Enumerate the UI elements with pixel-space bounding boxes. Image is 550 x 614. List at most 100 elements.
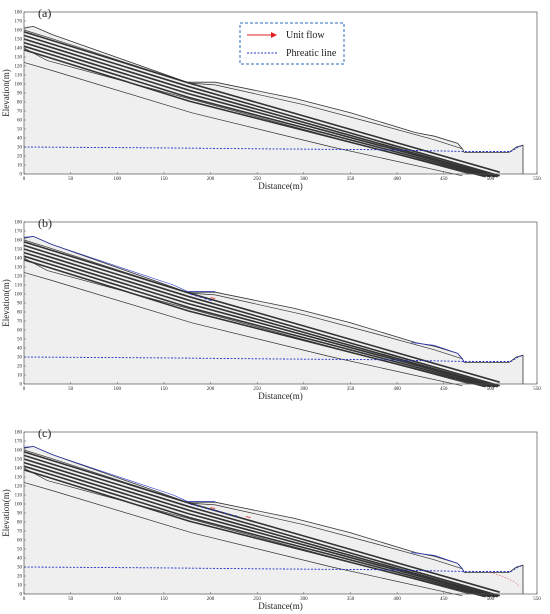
- y-tick-label: 70: [17, 110, 23, 115]
- y-tick-label: 80: [17, 101, 23, 106]
- stratum-band: [23, 248, 499, 388]
- y-tick-label: 90: [17, 302, 23, 307]
- x-tick-label: 250: [253, 597, 261, 602]
- y-tick-label: 70: [17, 320, 23, 325]
- slope-boundary-line: [23, 29, 463, 150]
- unit-flow-vector: [490, 572, 521, 587]
- stratum-band: [23, 454, 500, 597]
- stratum-band: [23, 259, 486, 388]
- x-tick-label: 200: [207, 177, 215, 182]
- x-tick-label: 50: [68, 177, 74, 182]
- x-tick-label: 250: [253, 387, 261, 392]
- y-tick-label: 140: [15, 257, 23, 262]
- y-tick-label: 150: [15, 38, 23, 43]
- y-tick-label: 50: [17, 338, 23, 343]
- x-tick-label: 400: [393, 177, 401, 182]
- y-tick-label: 150: [15, 248, 23, 253]
- x-tick-label: 550: [533, 387, 541, 392]
- y-tick-label: 150: [15, 458, 23, 463]
- unit-flow-vector: [201, 506, 205, 509]
- y-tick-label: 110: [15, 494, 23, 499]
- x-tick-label: 50: [68, 387, 74, 392]
- x-tick-label: 100: [114, 177, 122, 182]
- x-tick-label: 50: [68, 597, 74, 602]
- unit-flow-vector: [223, 512, 227, 514]
- unit-flow-vector: [217, 510, 221, 513]
- seepage-surface-line: [23, 236, 216, 292]
- panel-b: 0 50 100 150 200 250 300 350 400 450 500 550 0 10 20 30…: [1, 216, 541, 401]
- legend: Unit flow Phreatic line: [239, 22, 345, 65]
- y-tick-label: 30: [17, 146, 23, 151]
- panel-a: 0 50 100 150 200 250 300 350 400 450 500 550 0 10 20 30…: [1, 6, 541, 191]
- slope-boundary-line: [23, 239, 463, 360]
- y-tick-label: 180: [15, 11, 23, 16]
- y-tick-label: 20: [17, 575, 23, 580]
- y-tick-label: 140: [15, 47, 23, 52]
- stratum-band: [23, 31, 500, 173]
- x-tick-label: 550: [533, 177, 541, 182]
- y-axis-title: Elevation(m): [1, 489, 11, 536]
- stratum-band: [23, 38, 499, 178]
- y-tick-label: 130: [15, 476, 23, 481]
- x-tick-label: 350: [347, 597, 355, 602]
- x-tick-label: 0: [23, 177, 26, 182]
- y-tick-label: 90: [17, 512, 23, 517]
- y-tick-label: 0: [20, 383, 23, 388]
- x-tick-label: 450: [440, 387, 448, 392]
- unit-flow-vector: [212, 509, 216, 512]
- y-tick-label: 90: [17, 92, 23, 97]
- unit-flow-vector: [245, 516, 251, 518]
- y-tick-label: 30: [17, 566, 23, 571]
- x-tick-label: 250: [253, 177, 261, 182]
- y-tick-label: 100: [15, 293, 23, 298]
- y-tick-label: 130: [15, 56, 23, 61]
- y-tick-label: 100: [15, 83, 23, 88]
- stratum-band: [23, 251, 496, 388]
- y-tick-label: 80: [17, 311, 23, 316]
- unit-flow-vector: [199, 296, 203, 299]
- x-tick-label: 400: [393, 387, 401, 392]
- y-tick-label: 80: [17, 521, 23, 526]
- seepage-surface-line: [23, 446, 216, 502]
- y-tick-label: 10: [17, 374, 23, 379]
- y-tick-label: 10: [17, 164, 23, 169]
- y-tick-label: 170: [15, 230, 23, 235]
- y-tick-label: 30: [17, 356, 23, 361]
- x-tick-label: 500: [487, 387, 495, 392]
- toe-boundary-line: [462, 354, 524, 384]
- y-tick-label: 70: [17, 530, 23, 535]
- y-tick-label: 170: [15, 440, 23, 445]
- x-tick-label: 150: [160, 177, 168, 182]
- legend-label-phreatic-line: Phreatic line: [286, 48, 337, 59]
- y-tick-label: 110: [15, 74, 23, 79]
- stratum-band: [23, 241, 500, 383]
- legend-box: [239, 22, 345, 65]
- x-tick-label: 0: [23, 387, 26, 392]
- panel-label: (a): [38, 6, 51, 20]
- y-tick-label: 50: [17, 548, 23, 553]
- stratum-band: [23, 469, 486, 598]
- y-tick-label: 40: [17, 137, 23, 142]
- stratum-band: [23, 255, 491, 388]
- stratum-band: [23, 244, 500, 387]
- y-tick-label: 170: [15, 20, 23, 25]
- unit-flow-vector: [234, 515, 238, 517]
- stratum-band: [23, 465, 491, 598]
- panel-label: (b): [38, 216, 52, 230]
- y-tick-label: 20: [17, 365, 23, 370]
- y-tick-label: 40: [17, 557, 23, 562]
- seepage-surface-line: [411, 552, 465, 572]
- x-tick-label: 500: [487, 177, 495, 182]
- toe-boundary-line: [462, 144, 524, 174]
- unit-flow-vector: [189, 293, 193, 296]
- phreatic-line: [23, 144, 524, 152]
- y-tick-label: 130: [15, 266, 23, 271]
- legend-label-unit-flow: Unit flow: [286, 30, 325, 41]
- x-tick-label: 350: [347, 177, 355, 182]
- y-tick-label: 120: [15, 485, 23, 490]
- x-tick-label: 300: [300, 177, 308, 182]
- panel-c: 0 50 100 150 200 250 300 350 400 450 500 550 0 10 20 30…: [1, 426, 541, 611]
- stratum-band: [23, 451, 500, 593]
- y-tick-label: 60: [17, 539, 23, 544]
